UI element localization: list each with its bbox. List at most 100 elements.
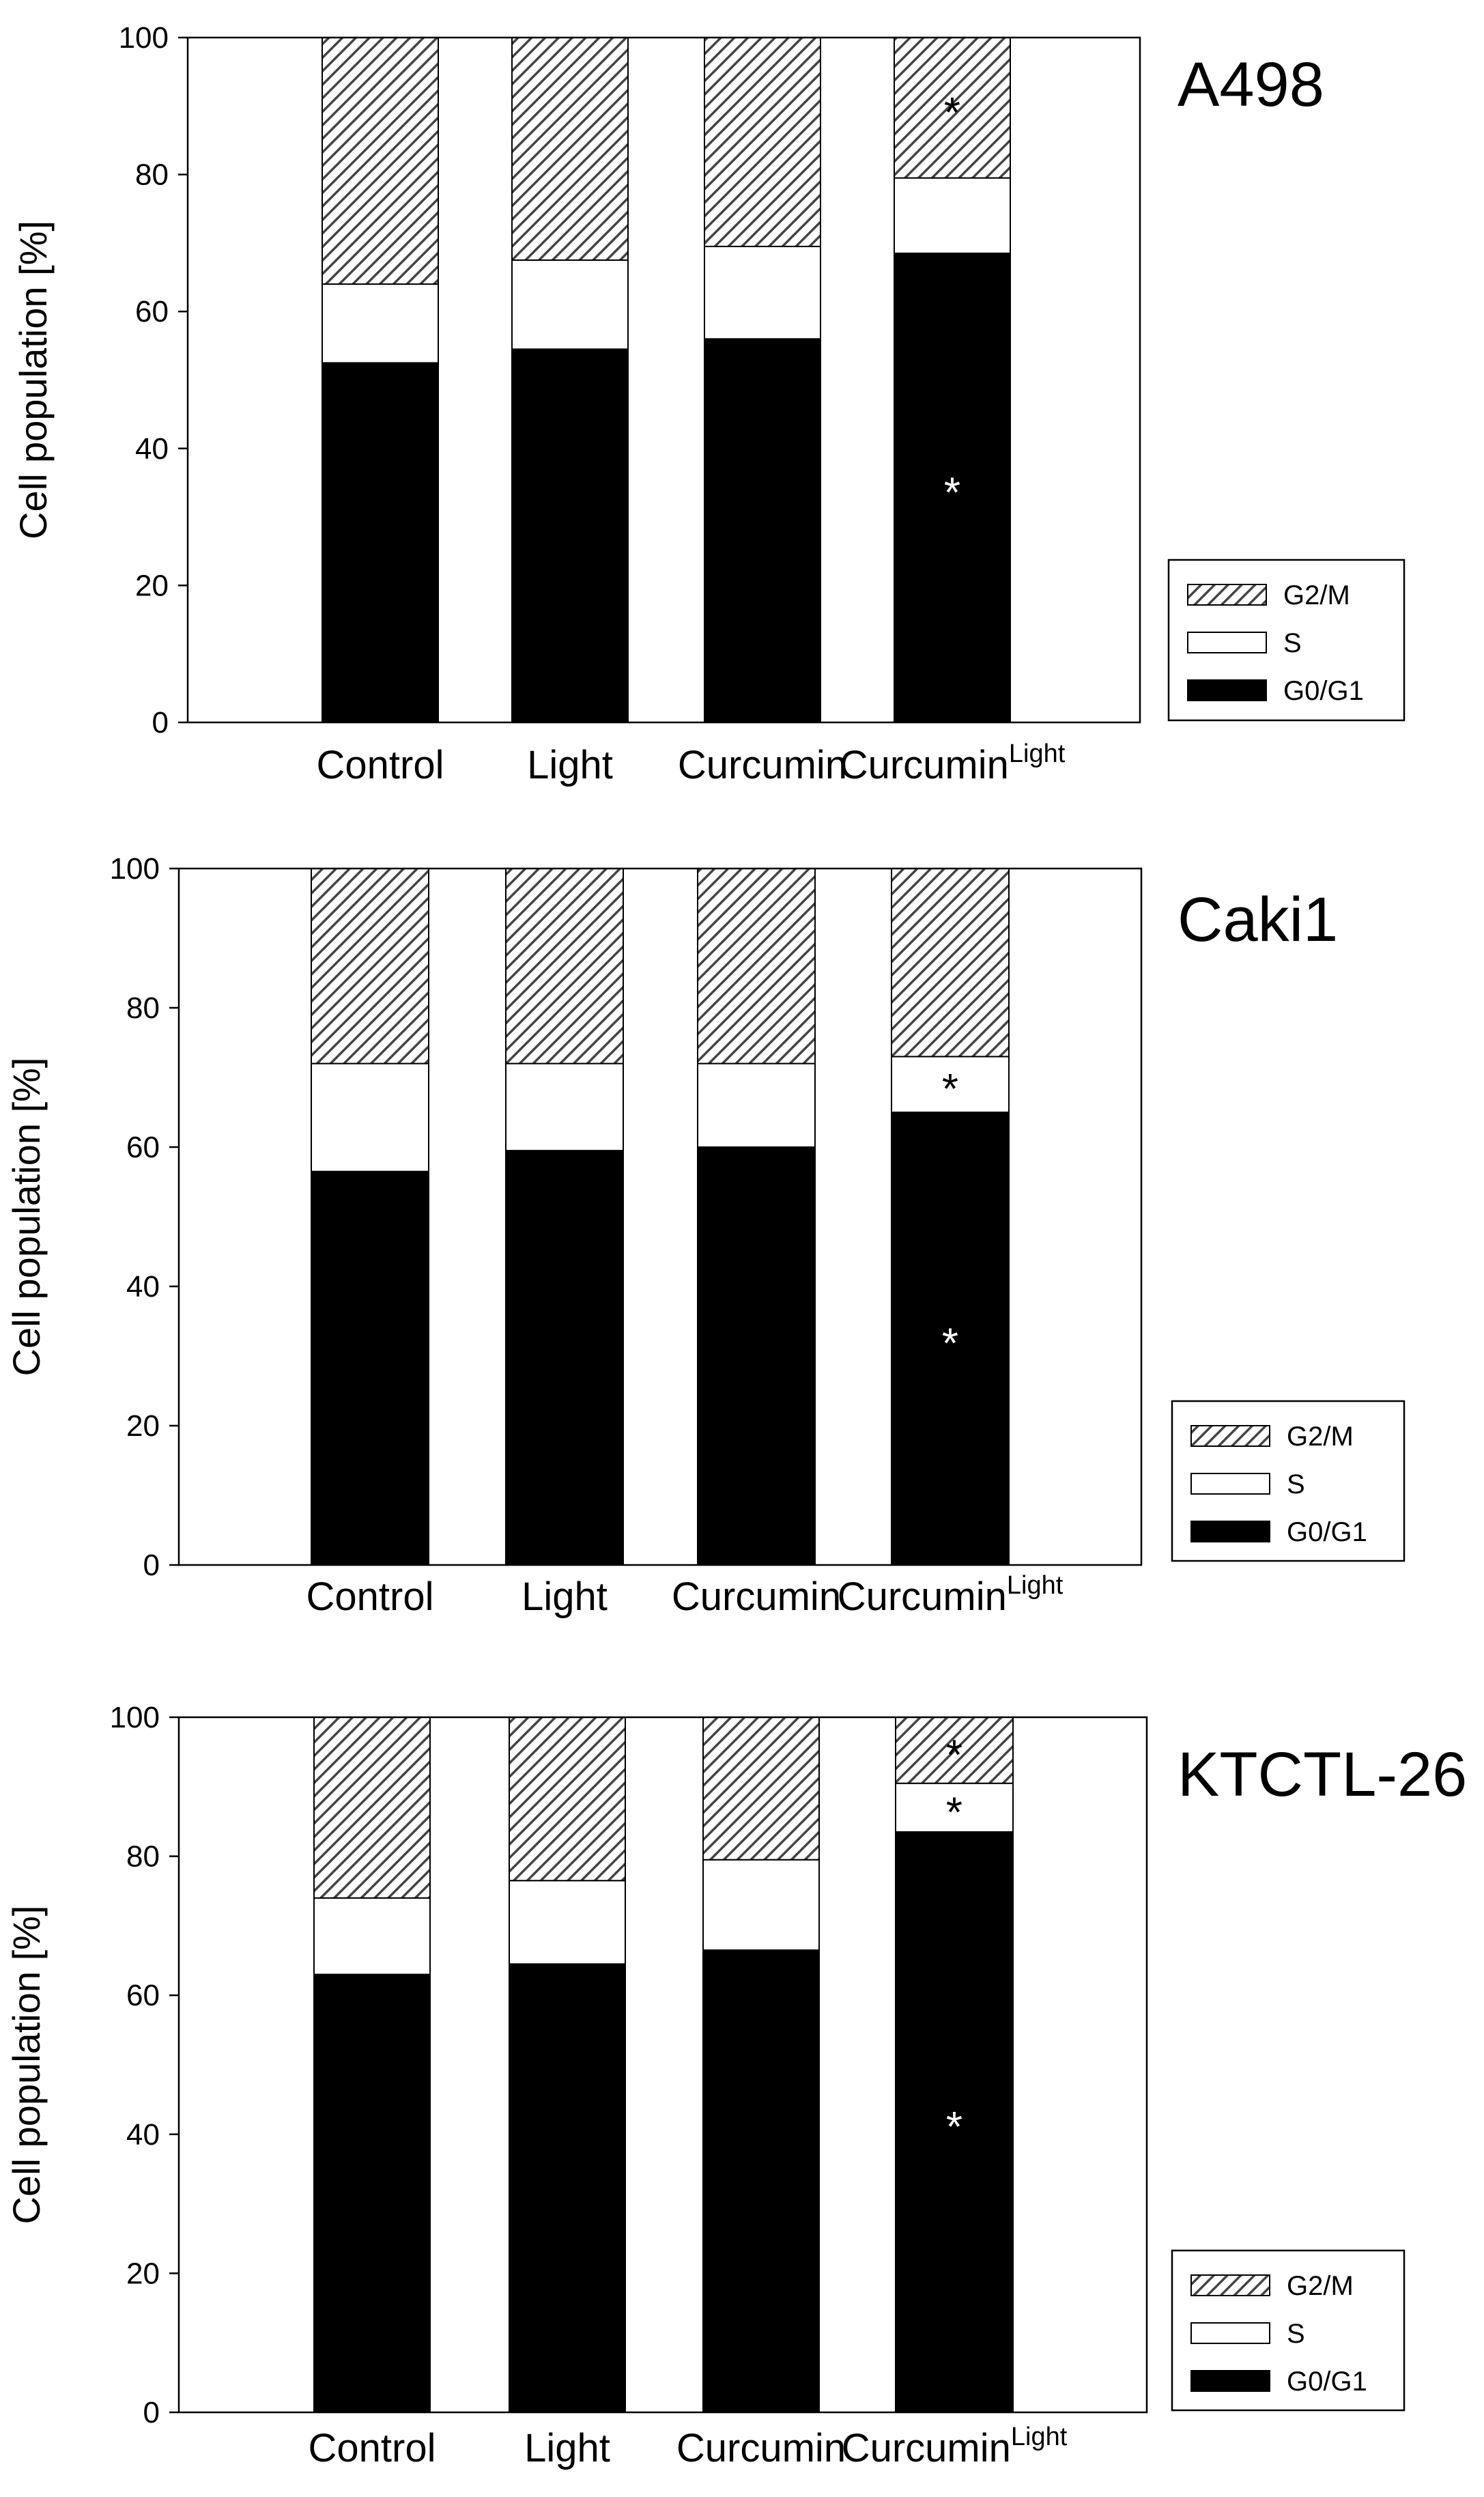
bar-segment-s-1 [322,283,439,364]
legend-swatch-g2m [1190,1425,1270,1447]
bar-segment-g2m-4 [891,868,1010,1058]
y-tick-label: 80 [126,991,160,1025]
chart-panel-1: * * 0 20 40 60 80 100 Cell population [%] A498 Con… [12,21,1405,787]
chart-panel-2: * * 0 20 40 60 80 100 Cell population [%] Caki1 Co… [5,852,1405,1619]
x-category-label: Curcumin [676,2426,846,2470]
legend-swatch-g0g1 [1190,1521,1270,1542]
y-tick-label: 60 [126,1131,160,1164]
significance-star: * [946,2104,962,2151]
significance-star: * [944,469,960,516]
bar-segment-g0g1-1 [322,362,439,723]
y-tick-label: 40 [126,2118,160,2152]
legend-label-g2m: G2/M [1287,2271,1354,2301]
bar-segment-g2m-4 [895,1717,1014,1784]
y-axis-label: Cell population [%] [5,1058,48,1377]
x-category-label: CurcuminLight [838,1571,1064,1619]
y-axis-label: Cell population [%] [12,221,55,539]
significance-star: * [942,1066,958,1113]
legend-label-g0g1: G0/G1 [1287,1517,1367,1547]
y-tick-label: 100 [110,1701,160,1734]
bar-segment-s-1 [313,1897,431,1975]
legend-swatch-s [1190,2322,1270,2344]
legend-swatch-g2m [1187,584,1267,606]
legend-label-s: S [1283,628,1302,658]
bar-segment-s-2 [511,259,629,350]
x-category-label: CurcuminLight [840,739,1066,787]
bar-segment-s-2 [505,1062,624,1152]
significance-star: * [946,1789,962,1836]
chart-panel-3: * * * 0 20 40 60 80 100 Cell population [%] KTCTL-… [5,1701,1467,2470]
y-tick-label: 100 [110,852,160,886]
bar-segment-g2m-2 [509,1717,626,1882]
legend-label-g2m: G2/M [1283,580,1350,610]
panel-title: A498 [1178,50,1324,119]
x-category-label: Light [524,2426,610,2470]
significance-star: * [942,1321,958,1368]
bar-segment-g2m-3 [704,37,821,247]
legend-swatch-s [1190,1473,1270,1495]
x-category-label: CurcuminLight [842,2423,1068,2470]
legend-swatch-g2m [1190,2274,1270,2296]
significance-star: * [946,1732,962,1779]
legend: G2/M S G0/G1 [1171,2249,1405,2412]
plot-frame [186,36,1141,724]
bar-segment-s-3 [704,245,821,340]
x-category-label: Light [527,743,613,787]
significance-star: * [944,89,960,137]
y-axis-label: Cell population [%] [5,1906,48,2225]
bar-segment-g2m-1 [311,868,429,1064]
bar-segment-g0g1-1 [313,1973,431,2413]
legend-label-s: S [1287,2319,1305,2349]
x-category-label: Light [522,1575,608,1619]
y-tick-label: 80 [135,158,169,192]
panel-title: Caki1 [1178,885,1338,955]
legend-label-g0g1: G0/G1 [1287,2367,1367,2397]
bar-segment-s-4 [891,1056,1010,1114]
legend-label-s: S [1287,1469,1305,1499]
x-category-label: Curcumin [672,1575,841,1619]
y-tick-label: 60 [126,1979,160,2012]
y-tick-label: 0 [143,1549,160,1582]
legend-label-g2m: G2/M [1287,1422,1354,1452]
bar-segment-g2m-2 [511,37,629,261]
bar-segment-g2m-1 [313,1717,431,1899]
legend-swatch-g0g1 [1187,679,1267,701]
legend-swatch-s [1187,632,1267,653]
legend-label-g0g1: G0/G1 [1283,676,1364,706]
bar-segment-g0g1-2 [509,1963,626,2413]
bar-segment-g2m-3 [702,1717,820,1861]
bar-segment-g2m-4 [894,37,1011,179]
y-tick-label: 100 [119,21,169,55]
bar-segment-s-3 [702,1859,820,1951]
bar-segment-g0g1-3 [697,1146,816,1566]
plot-frame [177,1716,1148,2414]
y-tick-label: 20 [135,569,169,602]
bar-segment-g2m-2 [505,868,624,1064]
y-tick-label: 40 [126,1270,160,1303]
y-tick-label: 80 [126,1840,160,1874]
x-category-label: Control [317,743,444,787]
bar-segment-g0g1-1 [311,1170,429,1566]
y-tick-label: 0 [152,706,169,739]
bar-segment-g2m-3 [697,868,816,1064]
y-tick-label: 0 [143,2396,160,2429]
panel-title: KTCTL-26 [1178,1740,1467,1809]
legend: G2/M S G0/G1 [1171,1400,1405,1562]
y-tick-label: 40 [135,432,169,466]
bar-segment-g2m-1 [322,37,439,285]
legend: G2/M S G0/G1 [1167,559,1405,722]
bar-segment-g0g1-2 [511,348,629,723]
bar-segment-s-4 [895,1782,1014,1833]
x-category-label: Curcumin [678,743,847,787]
legend-swatch-g0g1 [1190,2370,1270,2392]
bar-segment-g0g1-2 [505,1150,624,1566]
bar-segment-s-1 [311,1062,429,1172]
x-category-label: Control [309,2426,436,2470]
y-tick-label: 60 [135,295,169,328]
bar-segment-g0g1-4 [894,252,1011,723]
bar-segment-s-3 [697,1062,816,1148]
y-tick-label: 20 [126,2257,160,2290]
bar-segment-g0g1-3 [702,1949,820,2413]
bar-segment-g0g1-3 [704,338,821,723]
